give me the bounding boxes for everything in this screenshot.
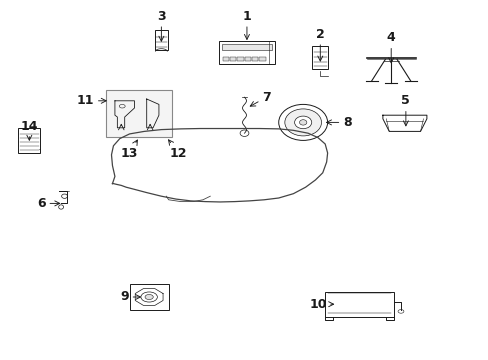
- Text: 9: 9: [120, 291, 140, 303]
- Ellipse shape: [240, 130, 248, 136]
- Text: 14: 14: [20, 120, 38, 140]
- Ellipse shape: [294, 116, 311, 129]
- Text: 2: 2: [315, 28, 324, 61]
- Ellipse shape: [61, 194, 67, 198]
- Text: 7: 7: [250, 91, 270, 106]
- Ellipse shape: [59, 205, 63, 209]
- Bar: [223, 57, 228, 61]
- Bar: [312, 46, 327, 69]
- Bar: [237, 57, 243, 61]
- Text: 6: 6: [37, 197, 60, 210]
- Text: 12: 12: [168, 140, 187, 159]
- Bar: [106, 90, 172, 137]
- Ellipse shape: [284, 109, 321, 136]
- Ellipse shape: [145, 294, 153, 300]
- Bar: [244, 57, 251, 61]
- Text: 4: 4: [386, 31, 395, 63]
- Bar: [19, 128, 40, 153]
- Text: 5: 5: [401, 94, 409, 126]
- Bar: [259, 57, 265, 61]
- Bar: [222, 44, 271, 50]
- Ellipse shape: [141, 292, 157, 302]
- Bar: [325, 292, 393, 317]
- Text: 3: 3: [157, 10, 165, 41]
- Text: 8: 8: [326, 116, 351, 129]
- Ellipse shape: [278, 104, 327, 140]
- Text: 11: 11: [77, 94, 106, 107]
- Ellipse shape: [299, 120, 306, 125]
- Bar: [129, 284, 168, 310]
- Bar: [219, 40, 274, 64]
- Bar: [230, 57, 236, 61]
- Ellipse shape: [119, 104, 125, 108]
- Text: 10: 10: [308, 298, 333, 311]
- Bar: [252, 57, 258, 61]
- Text: 1: 1: [242, 10, 251, 39]
- Ellipse shape: [397, 310, 403, 313]
- Bar: [154, 30, 168, 49]
- Text: 13: 13: [121, 140, 138, 159]
